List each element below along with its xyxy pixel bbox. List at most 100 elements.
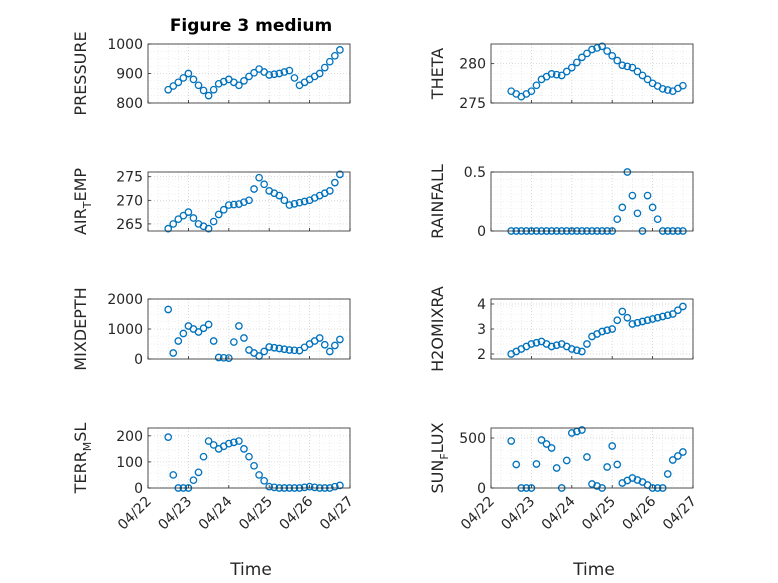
data-point — [214, 353, 223, 362]
data-point — [330, 482, 339, 491]
data-point — [583, 453, 591, 461]
data-point — [663, 470, 672, 478]
y-tick-label: 100 — [116, 455, 143, 471]
data-point — [174, 337, 183, 345]
subplot-pressure: 1000 900 800 PRESSURE — [71, 31, 351, 116]
data-point — [310, 483, 319, 492]
data-point — [648, 315, 657, 323]
data-point — [653, 313, 662, 322]
data-point — [224, 201, 233, 209]
subplot-air: 275 270 265 AIRTEMP — [71, 168, 351, 235]
data-point — [169, 82, 178, 90]
data-point — [572, 346, 581, 355]
data-point — [224, 439, 233, 448]
data-point — [623, 313, 632, 322]
data-point — [224, 354, 233, 362]
y-tick-label: 0 — [477, 224, 486, 240]
data-point — [618, 203, 627, 212]
data-point — [330, 51, 339, 60]
data-point — [295, 198, 304, 207]
data-point — [260, 347, 268, 356]
data-point — [209, 337, 218, 345]
data-point — [325, 187, 334, 195]
data-point — [250, 68, 258, 77]
x-tick-label: 04/23 — [498, 494, 538, 534]
data-point — [300, 483, 309, 492]
data-point — [643, 75, 652, 84]
data-point — [204, 437, 213, 445]
y-axis-label: SUNFLUX — [428, 422, 451, 493]
data-point — [643, 191, 652, 200]
grid — [490, 299, 694, 359]
x-axis-label-left: Time — [229, 560, 272, 580]
figure-title: Figure 3 medium — [170, 16, 332, 36]
series-pressure — [164, 46, 344, 100]
data-point — [320, 340, 329, 349]
y-tick-label: 2 — [477, 347, 486, 363]
data-point — [668, 310, 677, 318]
data-point — [552, 464, 561, 472]
data-point — [537, 436, 546, 444]
data-point — [527, 87, 536, 96]
data-point — [336, 335, 344, 344]
y-tick-label: 0 — [134, 481, 143, 497]
data-point — [562, 456, 571, 465]
data-point — [572, 58, 581, 67]
data-point — [174, 215, 183, 224]
data-point — [648, 203, 657, 212]
data-point — [255, 173, 263, 182]
data-point — [189, 214, 198, 222]
x-axis-label-right: Time — [572, 560, 615, 580]
x-tick-label: 04/27 — [317, 494, 357, 534]
data-point — [578, 426, 586, 434]
y-tick-label: 275 — [116, 170, 143, 186]
data-point — [613, 316, 622, 325]
data-point — [633, 67, 642, 76]
y-axis-label-subscript: F — [438, 453, 451, 459]
y-axis-label: AIRTEMP — [71, 168, 94, 235]
y-axis-label-subscript: M — [81, 442, 94, 452]
data-point — [260, 476, 268, 485]
y-axis-label: TERRMSL — [71, 423, 94, 495]
y-tick-label: 0 — [134, 352, 143, 368]
data-point — [209, 441, 218, 449]
data-point — [169, 349, 178, 357]
data-point — [673, 452, 682, 460]
data-point — [658, 312, 667, 321]
data-point — [270, 483, 279, 492]
data-point — [643, 316, 652, 325]
data-point — [275, 69, 284, 78]
y-tick-label: 1000 — [107, 37, 143, 53]
y-tick-label: 270 — [116, 193, 143, 209]
data-point — [330, 341, 339, 350]
data-point — [230, 438, 238, 447]
data-point — [290, 200, 299, 208]
data-point — [598, 327, 606, 336]
data-point — [618, 307, 627, 316]
data-point — [578, 53, 586, 62]
data-point — [552, 70, 561, 79]
data-point — [164, 305, 173, 314]
x-tick-label: 04/26 — [277, 493, 317, 533]
data-point — [623, 62, 632, 71]
data-point — [588, 45, 596, 54]
data-point — [320, 63, 329, 72]
data-point — [280, 68, 289, 76]
data-point — [325, 57, 334, 66]
data-point — [628, 63, 637, 72]
data-point — [658, 84, 667, 93]
data-point — [567, 63, 576, 72]
data-point — [618, 61, 627, 70]
data-point — [235, 322, 243, 330]
y-axis-label: THETA — [428, 48, 447, 100]
data-point — [562, 67, 571, 76]
grid — [147, 298, 351, 360]
data-point — [679, 302, 687, 311]
data-point — [305, 482, 314, 491]
y-axis-label-main: H2OMIXRA — [428, 286, 447, 372]
subplot-rainfall: 0.5 0 RAINFALL — [428, 164, 694, 240]
y-tick-label: 900 — [116, 67, 143, 83]
subplot-h2omixra: 4 3 2 H2OMIXRA — [428, 286, 694, 372]
data-point — [280, 196, 289, 205]
data-point — [194, 81, 203, 90]
